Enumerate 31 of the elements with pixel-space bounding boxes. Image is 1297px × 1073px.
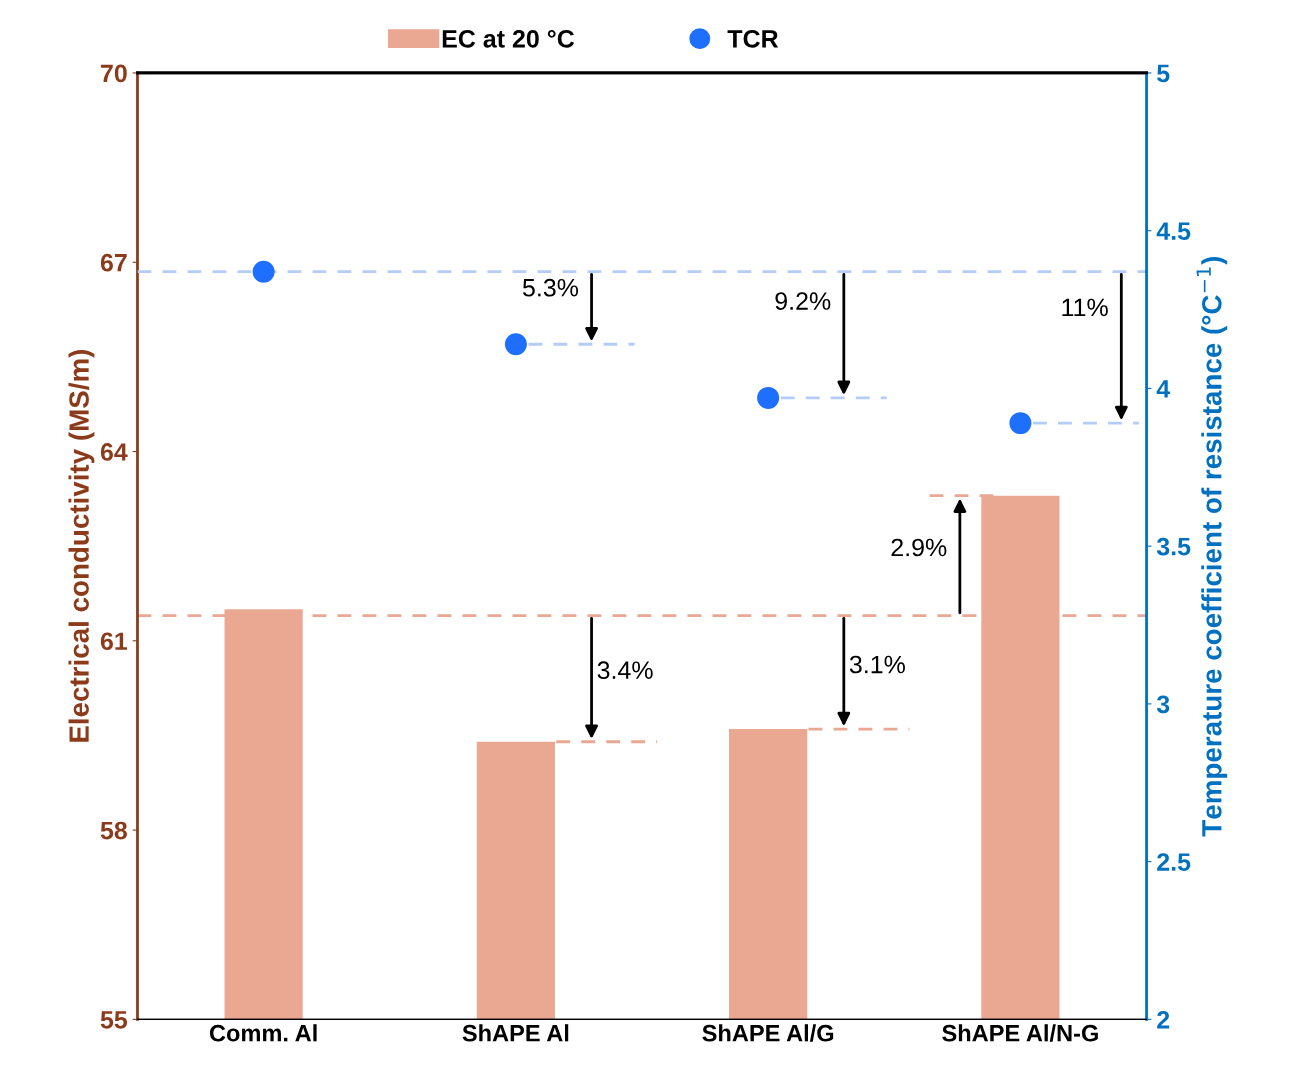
point bbox=[757, 386, 780, 409]
y2-tick-label: 5 bbox=[1157, 64, 1170, 83]
x-tick-label: ShAPE Al/G bbox=[702, 1024, 834, 1042]
annotation: 5.3% bbox=[522, 278, 579, 297]
annotation: 9.2% bbox=[775, 292, 831, 310]
point bbox=[252, 260, 275, 283]
y-axis-title: Electrical conductivity (MS/m) bbox=[68, 349, 95, 742]
y-tick-label: 58 bbox=[100, 821, 127, 840]
annotation: 11% bbox=[1062, 298, 1108, 317]
annotation: 3.1% bbox=[849, 655, 905, 674]
x-tick-label: ShAPE Al/N-G bbox=[942, 1024, 1098, 1042]
y2-tick-label: 2 bbox=[1157, 1010, 1170, 1029]
x-tick-label: ShAPE Al bbox=[462, 1024, 569, 1042]
point bbox=[504, 333, 527, 356]
legend-label: TCR bbox=[727, 29, 779, 48]
y-tick-label: 70 bbox=[101, 64, 127, 83]
y2-tick-label: 3.5 bbox=[1156, 537, 1191, 556]
x-tick-label: Comm. Al bbox=[209, 1024, 317, 1042]
y2-axis-title: Temperature coefficient of resistance (°C$^{−1}$) bbox=[1196, 257, 1228, 837]
point bbox=[1009, 412, 1032, 435]
legend-label: EC at 20 °C bbox=[442, 29, 575, 48]
y2-tick-label: 3 bbox=[1156, 695, 1170, 714]
y2-tick-label: 4.5 bbox=[1156, 222, 1191, 240]
y2-tick-label: 2.5 bbox=[1157, 853, 1191, 871]
y-tick-label: 64 bbox=[100, 443, 128, 461]
annotation: 3.4% bbox=[597, 661, 653, 680]
y-tick-label: 67 bbox=[100, 253, 127, 272]
y-tick-label: 61 bbox=[100, 632, 128, 651]
annotation: 2.9% bbox=[891, 538, 947, 557]
y-tick-label: 55 bbox=[100, 1011, 128, 1029]
y2-tick-label: 4 bbox=[1156, 380, 1171, 398]
